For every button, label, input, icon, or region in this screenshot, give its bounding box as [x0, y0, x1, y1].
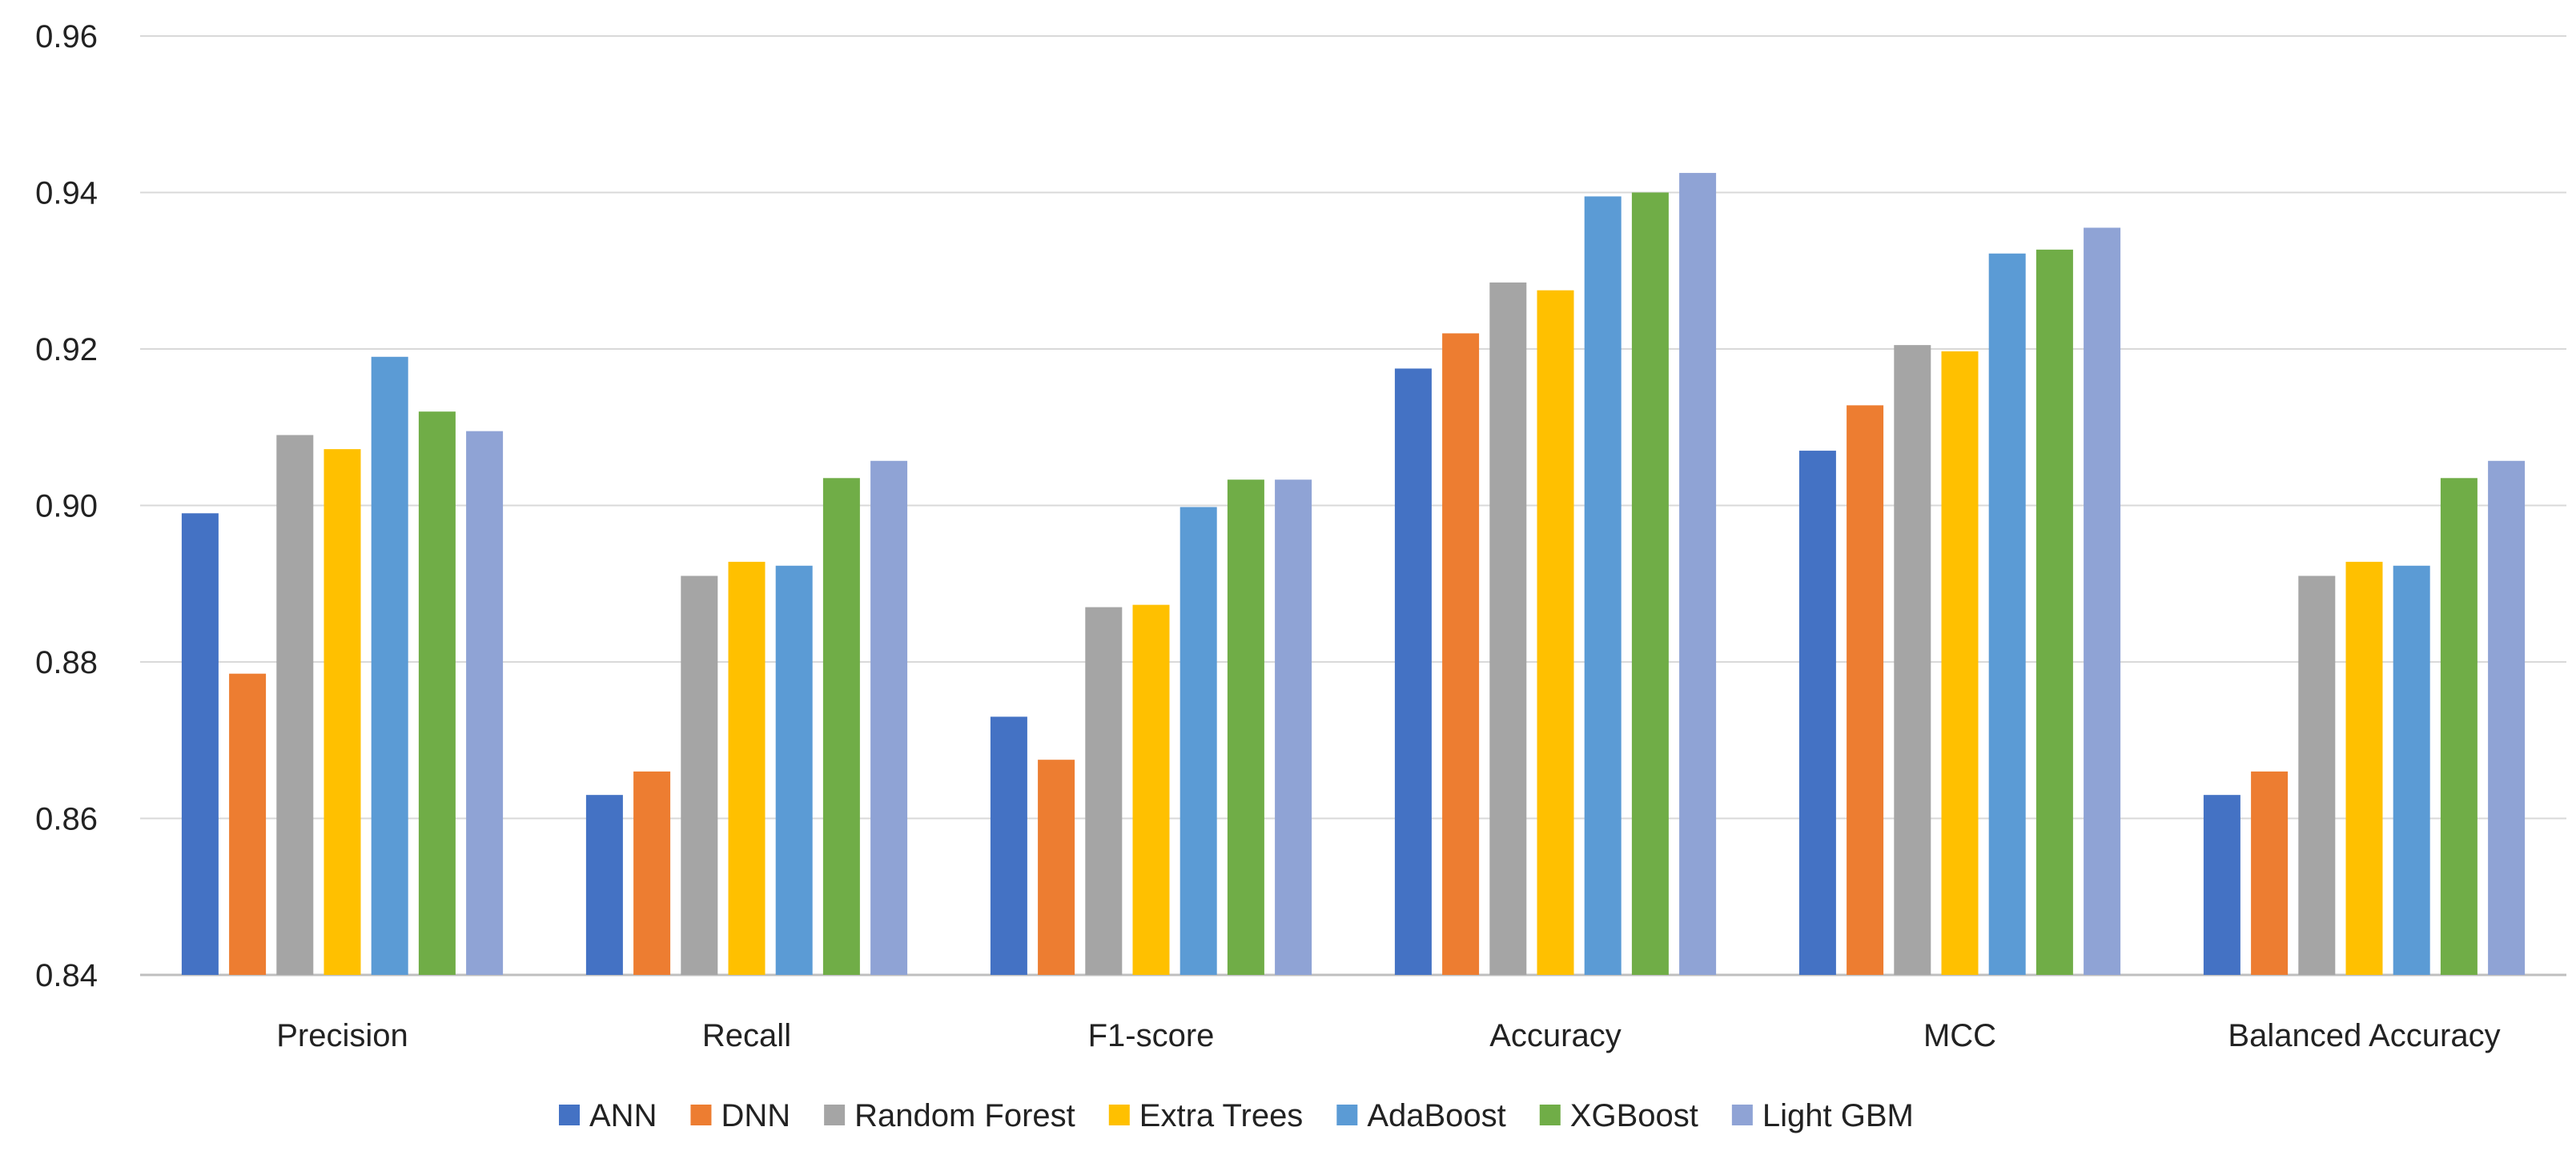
bar-xgboost-f1-score: [1227, 479, 1264, 975]
bar-light-gbm-balanced-accuracy: [2488, 460, 2526, 975]
y-tick-label: 0.88: [35, 645, 98, 680]
bar-ann-accuracy: [1394, 368, 1432, 975]
legend-swatch: [1336, 1105, 1358, 1125]
bar-dnn-mcc: [1847, 405, 1884, 975]
legend-item-xgboost: XGBoost: [1539, 1098, 1698, 1133]
x-category-label: F1-score: [1088, 1018, 1215, 1053]
legend-label: Random Forest: [854, 1098, 1075, 1133]
bar-random-forest-recall: [681, 576, 718, 975]
legend-item-dnn: DNN: [690, 1098, 790, 1133]
legend-swatch: [690, 1105, 712, 1125]
bar-light-gbm-recall: [870, 460, 908, 975]
legend-item-light-gbm: Light GBM: [1731, 1098, 1914, 1133]
bar-xgboost-recall: [822, 478, 860, 975]
legend-label: ANN: [589, 1098, 657, 1133]
bar-random-forest-balanced-accuracy: [2298, 576, 2336, 975]
legend-swatch: [559, 1105, 580, 1125]
bar-dnn-balanced-accuracy: [2251, 771, 2289, 975]
legend-item-random-forest: Random Forest: [824, 1098, 1075, 1133]
bar-adaboost-precision: [371, 356, 408, 975]
y-tick-label: 0.94: [35, 176, 98, 211]
bar-ann-recall: [585, 795, 623, 975]
bar-light-gbm-precision: [466, 431, 504, 975]
bar-extra-trees-accuracy: [1537, 290, 1574, 975]
y-tick-label: 0.92: [35, 332, 98, 367]
legend-item-extra-trees: Extra Trees: [1108, 1098, 1304, 1133]
bar-random-forest-mcc: [1894, 345, 1931, 975]
bar-ann-mcc: [1798, 451, 1836, 975]
bar-light-gbm-mcc: [2084, 227, 2121, 975]
bar-adaboost-balanced-accuracy: [2393, 565, 2430, 975]
bar-adaboost-accuracy: [1584, 196, 1622, 975]
gridlines: [140, 35, 2566, 977]
bar-extra-trees-precision: [324, 449, 361, 975]
legend-label: XGBoost: [1570, 1098, 1698, 1133]
bar-dnn-recall: [633, 771, 671, 975]
bar-ann-balanced-accuracy: [2203, 795, 2240, 975]
bar-xgboost-precision: [418, 411, 456, 975]
x-category-label: Balanced Accuracy: [2228, 1018, 2500, 1053]
y-tick-label: 0.84: [35, 958, 98, 993]
y-tick-label: 0.90: [35, 489, 98, 524]
axes: 0.84 0.86 0.88 0.90 0.92 0.94 0.96 Precision Rec…: [35, 19, 2500, 1053]
x-category-label: Recall: [702, 1018, 791, 1053]
bar-dnn-f1-score: [1038, 760, 1075, 975]
bar-adaboost-recall: [775, 565, 813, 975]
bar-dnn-precision: [229, 673, 267, 975]
bar-adaboost-f1-score: [1179, 507, 1217, 975]
legend-swatch: [1108, 1105, 1130, 1125]
legend-swatch: [1539, 1105, 1561, 1125]
bar-light-gbm-accuracy: [1679, 173, 1717, 975]
bar-adaboost-mcc: [1988, 253, 2026, 975]
bar-random-forest-accuracy: [1489, 282, 1527, 976]
bar-dnn-accuracy: [1442, 333, 1480, 975]
legend-label: Extra Trees: [1139, 1098, 1304, 1133]
bar-light-gbm-f1-score: [1275, 479, 1312, 975]
bar-random-forest-f1-score: [1085, 607, 1123, 975]
legend-swatch: [824, 1105, 846, 1125]
legend: ANN DNN Random Forest Extra Trees AdaBoost XG…: [559, 1098, 1914, 1133]
legend-label: AdaBoost: [1367, 1098, 1505, 1133]
bar-xgboost-accuracy: [1631, 192, 1669, 975]
bar-ann-f1-score: [990, 716, 1027, 975]
legend-label: Light GBM: [1762, 1098, 1914, 1133]
y-tick-label: 0.86: [35, 802, 98, 837]
x-category-label: Precision: [276, 1018, 408, 1053]
bar-extra-trees-recall: [728, 561, 766, 975]
bars: [181, 173, 2526, 976]
legend-label: DNN: [721, 1098, 790, 1133]
bar-random-forest-precision: [276, 435, 314, 975]
x-category-label: MCC: [1923, 1018, 1996, 1053]
bar-extra-trees-balanced-accuracy: [2345, 561, 2383, 975]
legend-item-adaboost: AdaBoost: [1336, 1098, 1506, 1133]
bar-xgboost-balanced-accuracy: [2440, 478, 2478, 975]
bar-ann-precision: [181, 513, 219, 975]
bar-extra-trees-mcc: [1941, 351, 1979, 975]
bar-xgboost-mcc: [2035, 249, 2073, 975]
y-tick-label: 0.96: [35, 19, 98, 54]
bar-extra-trees-f1-score: [1132, 604, 1170, 975]
x-category-label: Accuracy: [1489, 1018, 1622, 1053]
legend-item-ann: ANN: [559, 1098, 657, 1133]
legend-swatch: [1731, 1105, 1753, 1125]
